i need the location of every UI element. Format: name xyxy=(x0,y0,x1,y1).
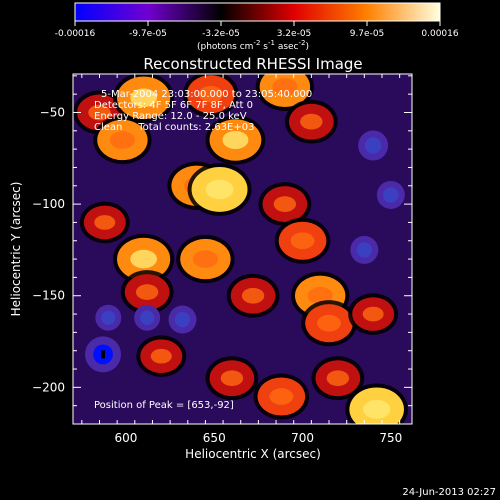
colorbar-tick-label: -9.7e-05 xyxy=(129,29,167,39)
heatmap-blob-core xyxy=(241,287,265,304)
annotations: 5-Mar-2004 23:03:00.000 to 23:05:40.000 … xyxy=(94,89,312,411)
heatmap-blob-core xyxy=(130,88,157,108)
y-tick-label: −200 xyxy=(32,380,65,394)
colorbar-tick-label: -0.00016 xyxy=(55,29,96,39)
axes: 600 650 700 750 −50 −100 −150 −200 xyxy=(32,74,412,445)
annotation-energy: Energy Range: 12.0 - 25.0 keV xyxy=(94,111,247,122)
heatmap-blob-core xyxy=(192,250,219,268)
chart-title: Reconstructed RHESSI Image xyxy=(143,55,362,73)
y-tick-label: −50 xyxy=(40,105,65,119)
footer-timestamp: 24-Jun-2013 02:27 xyxy=(402,487,496,498)
peak-position-label: Position of Peak = [653,-92] xyxy=(94,400,234,411)
heatmap-negative-core xyxy=(140,310,155,325)
heatmap-min-marker xyxy=(101,350,106,359)
x-tick-label: 600 xyxy=(115,431,138,445)
x-tick-label: 650 xyxy=(203,431,226,445)
heatmap-blob-core xyxy=(317,314,341,332)
colorbar-tick-label: 3.2e-05 xyxy=(277,29,312,39)
annotation-detectors: Detectors: 4F 5F 6F 7F 8F, Att 0 xyxy=(94,100,253,111)
colorbar-units: (photons cm-2 s-1 asec-2) xyxy=(197,39,309,52)
heatmap-negative-core xyxy=(356,242,373,258)
heatmap-negative-core xyxy=(174,311,191,328)
heatmap-negative-core xyxy=(383,187,399,203)
annotation-time: 5-Mar-2004 23:03:00.000 to 23:05:40.000 xyxy=(101,89,312,100)
colorbar: -0.00016 -9.7e-05 -3.2e-05 3.2e-05 9.7e-05 0.… xyxy=(55,2,459,52)
heatmap-blob-core xyxy=(94,215,116,230)
y-tick-label: −100 xyxy=(32,197,65,211)
heatmap-blob-core xyxy=(150,348,172,364)
y-axis-label: Heliocentric Y (arcsec) xyxy=(9,182,23,317)
colorbar-tick-label: -3.2e-05 xyxy=(202,29,240,39)
heatmap-blob-core xyxy=(269,388,294,405)
heatmap-blob-core xyxy=(290,232,315,250)
heatmap-blob-core xyxy=(273,196,297,212)
heatmap-area xyxy=(73,74,412,424)
heatmap-blob-core xyxy=(130,249,157,269)
colorbar-tick-label: 0.00016 xyxy=(421,29,458,39)
heatmap-blob-core xyxy=(307,286,333,305)
x-axis-label: Heliocentric X (arcsec) xyxy=(185,447,321,461)
colorbar-tick-label: 9.7e-05 xyxy=(350,29,385,39)
heatmap-negative-core xyxy=(364,137,382,154)
heatmap-blob-core xyxy=(109,131,136,149)
heatmap-blob-core xyxy=(220,370,244,387)
annotation-counts: Clean Total counts: 2.63E+03 xyxy=(94,122,254,133)
heatmap-blob-core xyxy=(300,113,323,130)
heatmap-blob-core xyxy=(272,78,298,96)
heatmap-blob-core xyxy=(88,104,111,121)
x-tick-label: 750 xyxy=(379,431,402,445)
colorbar-ticks: -0.00016 -9.7e-05 -3.2e-05 3.2e-05 9.7e-05 0.… xyxy=(55,21,459,39)
colorbar-gradient xyxy=(74,2,441,22)
heatmap-negative-core xyxy=(101,310,116,325)
heatmap-blobs xyxy=(73,74,408,424)
y-tick-label: −150 xyxy=(32,289,65,303)
heatmap-blob-core xyxy=(135,284,159,300)
x-tick-label: 700 xyxy=(291,431,314,445)
heatmap-blob-core xyxy=(222,130,249,150)
heatmap-blob-core xyxy=(326,370,350,387)
heatmap-blob-core xyxy=(205,179,234,200)
plot-frame xyxy=(72,73,413,425)
heatmap-blob-core xyxy=(198,85,223,103)
heatmap-blob-core xyxy=(362,306,384,322)
heatmap-blob-core xyxy=(363,399,391,419)
